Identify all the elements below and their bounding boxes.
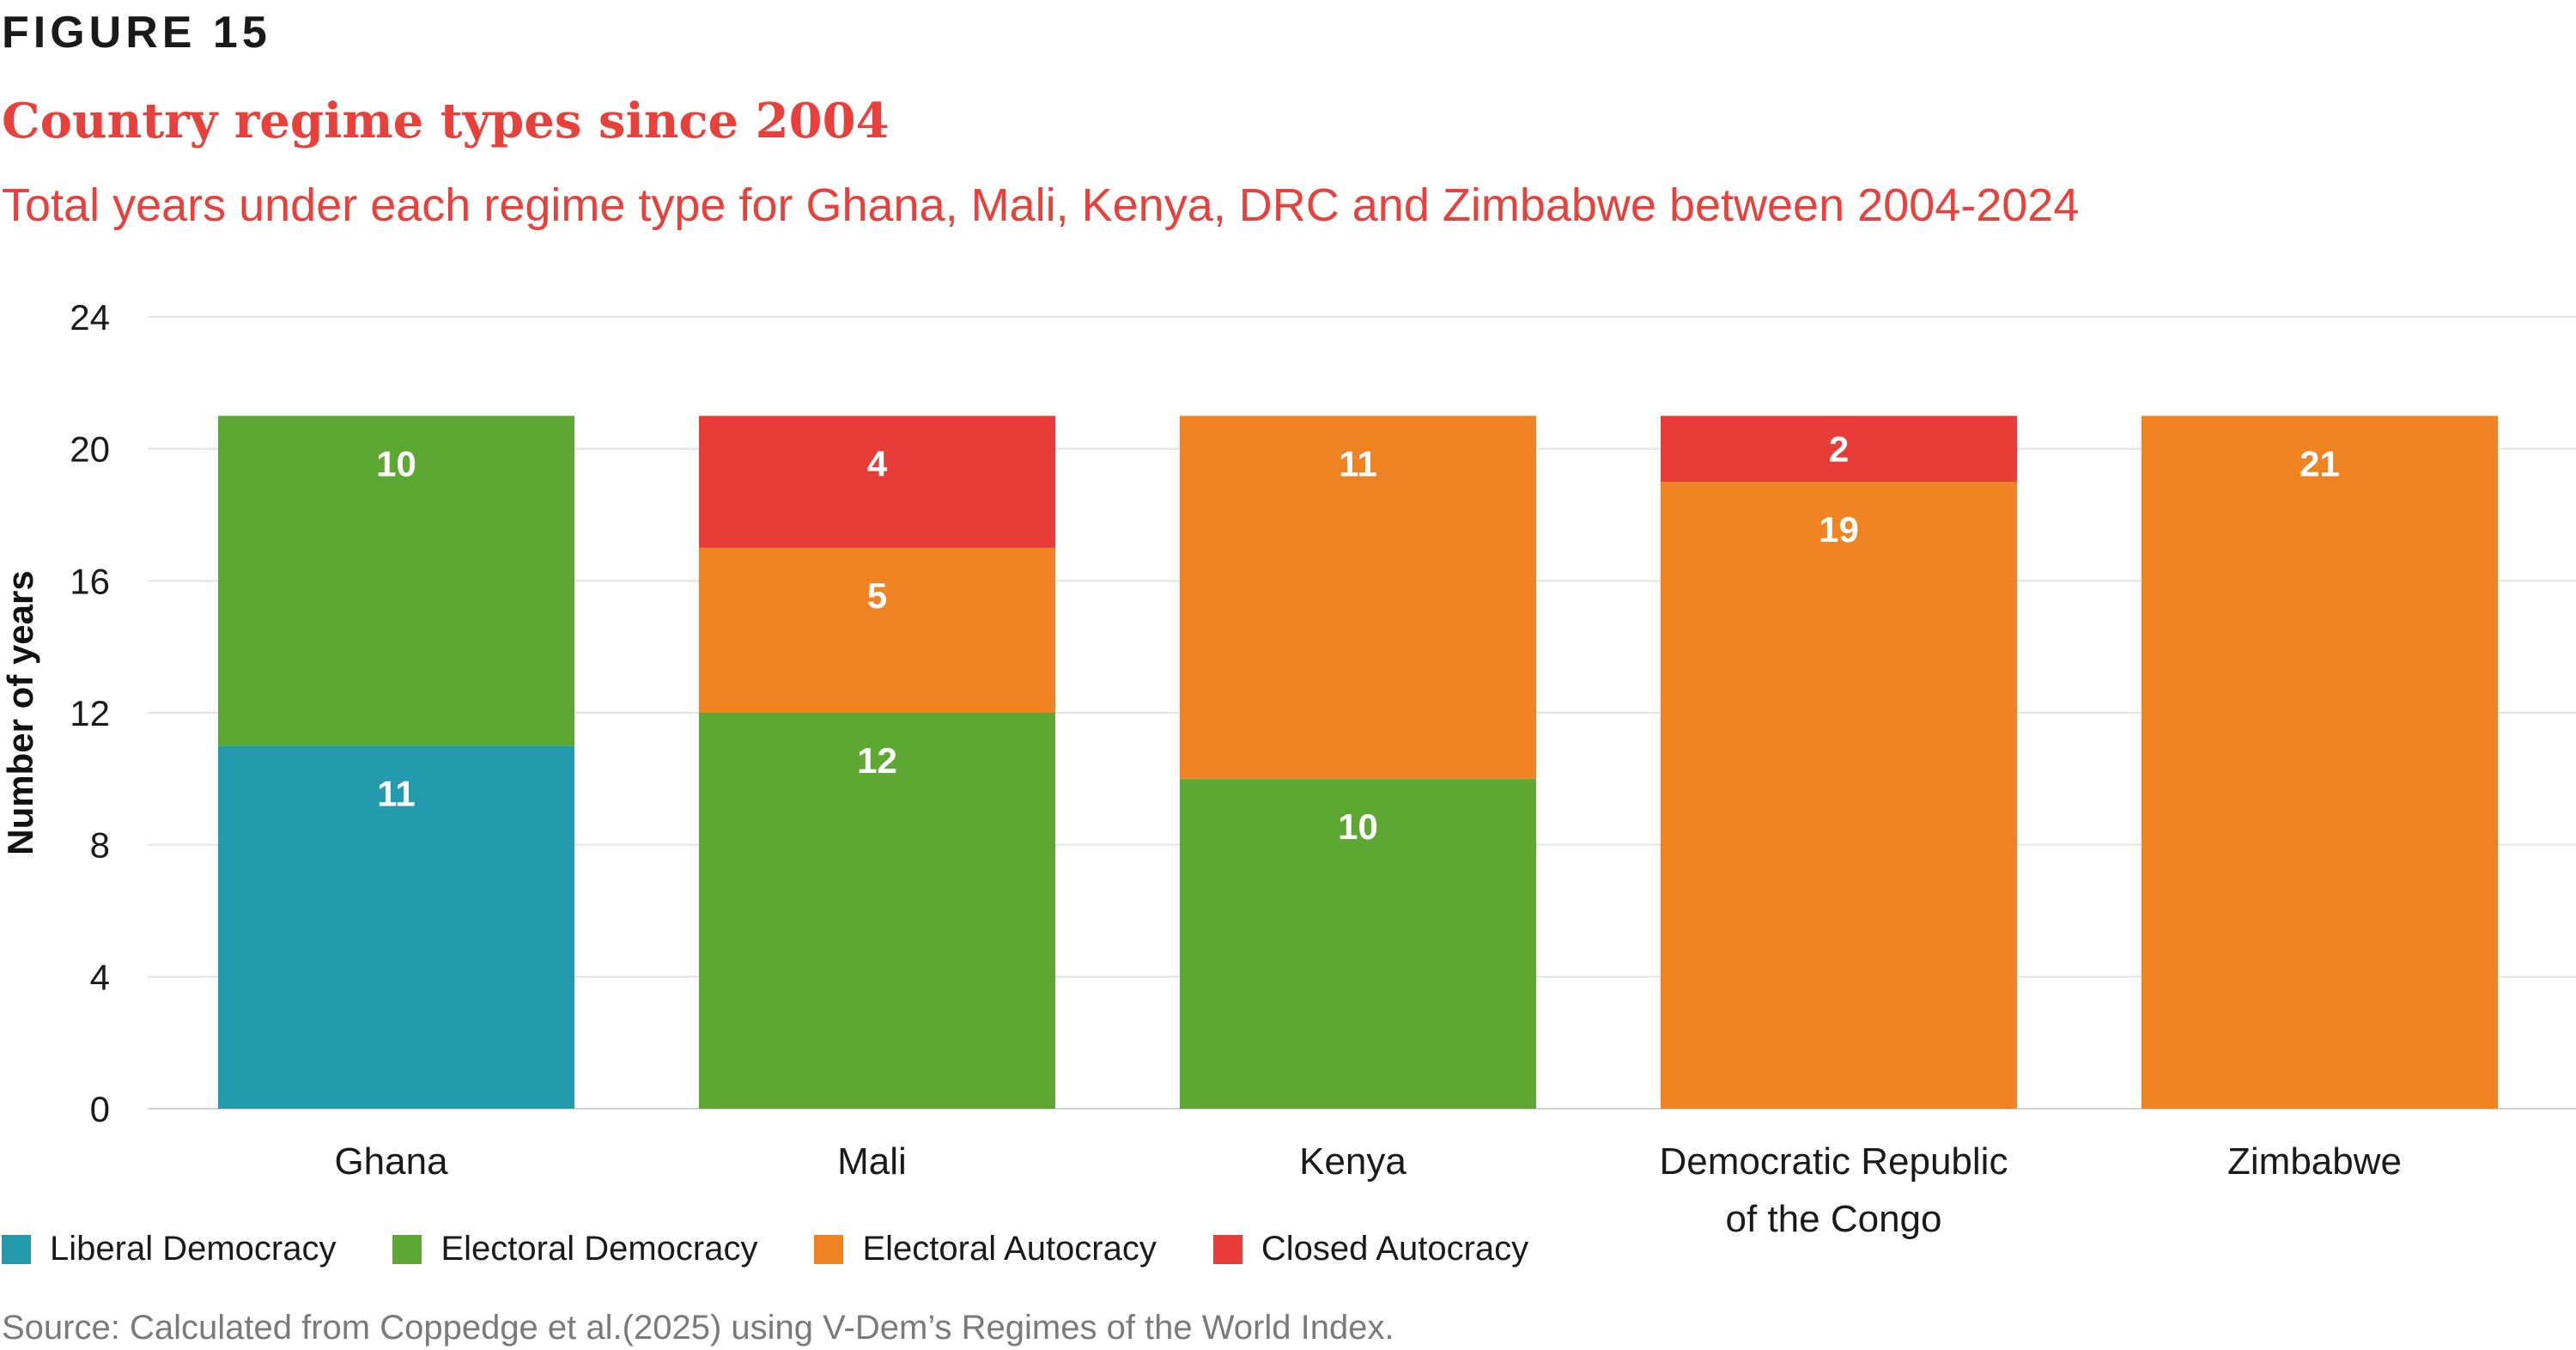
y-tick-label: 12 (70, 693, 110, 733)
data-label: 19 (1819, 509, 1859, 550)
y-tick-label: 8 (90, 825, 110, 866)
bar-segment-electoral-autocracy (1661, 482, 2017, 1109)
legend-swatch (1212, 1234, 1242, 1264)
x-tick-label: Zimbabwe (2227, 1140, 2402, 1183)
y-tick-label: 16 (70, 561, 110, 601)
figure-label: FIGURE 15 (2, 8, 271, 58)
legend-item-electoral-autocracy: Electoral Autocracy (814, 1230, 1157, 1268)
legend-swatch (392, 1234, 422, 1264)
data-label: 4 (867, 443, 888, 483)
legend-item-electoral-democracy: Electoral Democracy (392, 1230, 757, 1268)
bar-segment-electoral-autocracy (1180, 416, 1536, 779)
y-tick-label: 20 (70, 429, 110, 470)
data-label: 11 (377, 773, 415, 813)
x-tick-label: Ghana (334, 1140, 448, 1183)
bar-segment-electoral-autocracy (2142, 416, 2498, 1109)
data-label: 11 (1339, 443, 1376, 483)
bar-segment-electoral-democracy (218, 416, 574, 746)
bar-segment-electoral-democracy (1180, 778, 1536, 1109)
y-tick-label: 4 (90, 957, 110, 997)
data-label: 10 (1338, 806, 1378, 847)
chart-title: Country regime types since 2004 (2, 93, 890, 149)
legend-swatch (2, 1234, 31, 1264)
legend-item-closed-autocracy: Closed Autocracy (1212, 1230, 1529, 1268)
data-label: 21 (2300, 443, 2340, 483)
y-tick-label: 0 (90, 1089, 110, 1129)
legend-label: Liberal Democracy (50, 1230, 337, 1268)
y-axis-label: Number of years (0, 570, 40, 854)
y-tick-label: 24 (70, 297, 110, 338)
legend-label: Closed Autocracy (1261, 1230, 1529, 1268)
legend-label: Electoral Democracy (440, 1230, 758, 1268)
data-label: 12 (857, 740, 897, 781)
x-tick-label: Democratic Republic (1660, 1140, 2008, 1183)
bar-segment-closed-autocracy (1661, 416, 2017, 483)
x-tick-label: Kenya (1299, 1140, 1406, 1183)
source-note: Source: Calculated from Coppedge et al.(… (2, 1309, 1394, 1347)
data-label: 5 (867, 575, 887, 616)
bar-segment-liberal-democracy (218, 745, 574, 1109)
legend-label: Electoral Autocracy (862, 1230, 1157, 1268)
data-label: 2 (1829, 429, 1849, 470)
chart-subtitle: Total years under each regime type for G… (2, 179, 2080, 231)
bar-segment-electoral-democracy (699, 713, 1055, 1109)
bar-segment-electoral-autocracy (699, 547, 1055, 713)
bar-segment-closed-autocracy (699, 416, 1055, 548)
data-label: 10 (376, 443, 416, 483)
legend-swatch (814, 1234, 844, 1264)
legend: Liberal Democracy Electoral Democracy El… (2, 1230, 1528, 1268)
x-tick-label: Mali (837, 1140, 907, 1183)
legend-item-liberal-democracy: Liberal Democracy (2, 1230, 336, 1268)
x-tick-label: of the Congo (1726, 1198, 1942, 1240)
